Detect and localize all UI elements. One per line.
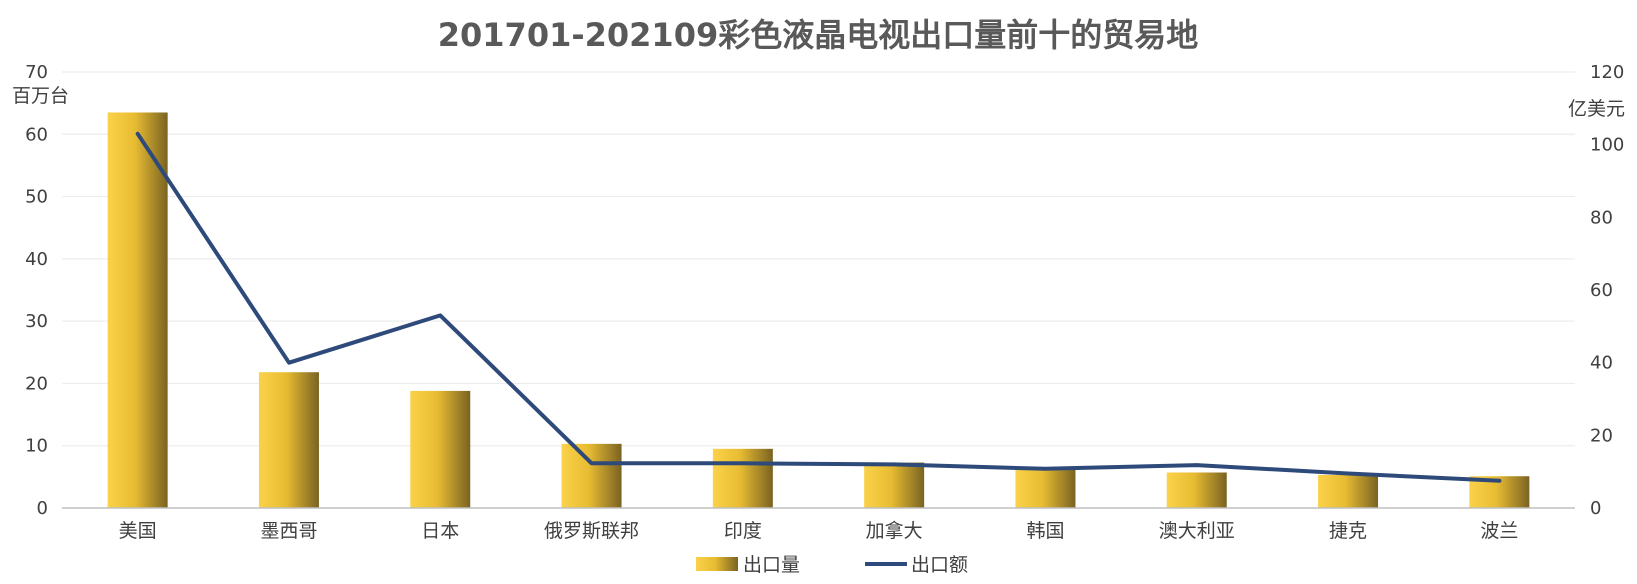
right-tick-label: 20: [1590, 425, 1613, 446]
line-series: [135, 131, 1502, 483]
legend-bar-swatch: [696, 557, 738, 571]
category-label: 加拿大: [866, 519, 923, 542]
bar: [561, 443, 622, 508]
right-tick-label: 40: [1590, 353, 1613, 374]
category-label: 波兰: [1480, 520, 1518, 542]
legend-line-label: 出口额: [911, 554, 968, 576]
category-label: 墨西哥: [260, 520, 317, 542]
chart-title: 201701-202109彩色液晶电视出口量前十的贸易地: [438, 16, 1198, 54]
category-label: 印度: [724, 520, 762, 542]
right-tick-label: 80: [1590, 207, 1613, 228]
right-axis-unit: 亿美元: [1568, 98, 1625, 120]
right-tick-label: 120: [1590, 62, 1624, 83]
legend: 出口量 出口额: [696, 554, 968, 576]
category-label: 俄罗斯联邦: [544, 520, 639, 542]
axes: 0 10 20 30 40 50 60 70 0 20 40 60 80 100 120 美国 墨西哥 日本 俄罗斯…: [25, 62, 1624, 542]
left-axis-unit: 百万台: [12, 85, 69, 107]
left-tick-label: 70: [25, 62, 48, 83]
bar: [1015, 469, 1076, 508]
bar: [1166, 472, 1227, 508]
right-tick-label: 60: [1590, 280, 1613, 301]
bar: [1318, 474, 1379, 508]
bar: [258, 372, 319, 508]
left-tick-label: 40: [25, 249, 48, 270]
left-tick-label: 60: [25, 124, 48, 145]
category-label: 捷克: [1329, 520, 1367, 542]
bar-series: [107, 112, 1530, 508]
bar: [107, 112, 168, 508]
right-tick-label: 0: [1590, 498, 1601, 519]
left-tick-label: 20: [25, 373, 48, 394]
category-label: 澳大利亚: [1159, 520, 1235, 542]
bar: [712, 448, 773, 508]
category-label: 韩国: [1026, 520, 1064, 542]
left-tick-label: 0: [37, 498, 48, 519]
bar: [410, 390, 471, 508]
category-label: 日本: [421, 520, 459, 542]
left-tick-label: 10: [25, 436, 48, 457]
category-label: 美国: [119, 520, 157, 542]
left-tick-label: 30: [25, 311, 48, 332]
series-line: [135, 131, 1502, 483]
right-tick-label: 100: [1590, 135, 1624, 156]
legend-bar-label: 出口量: [743, 554, 800, 576]
bar: [864, 462, 925, 508]
left-tick-label: 50: [25, 187, 48, 208]
